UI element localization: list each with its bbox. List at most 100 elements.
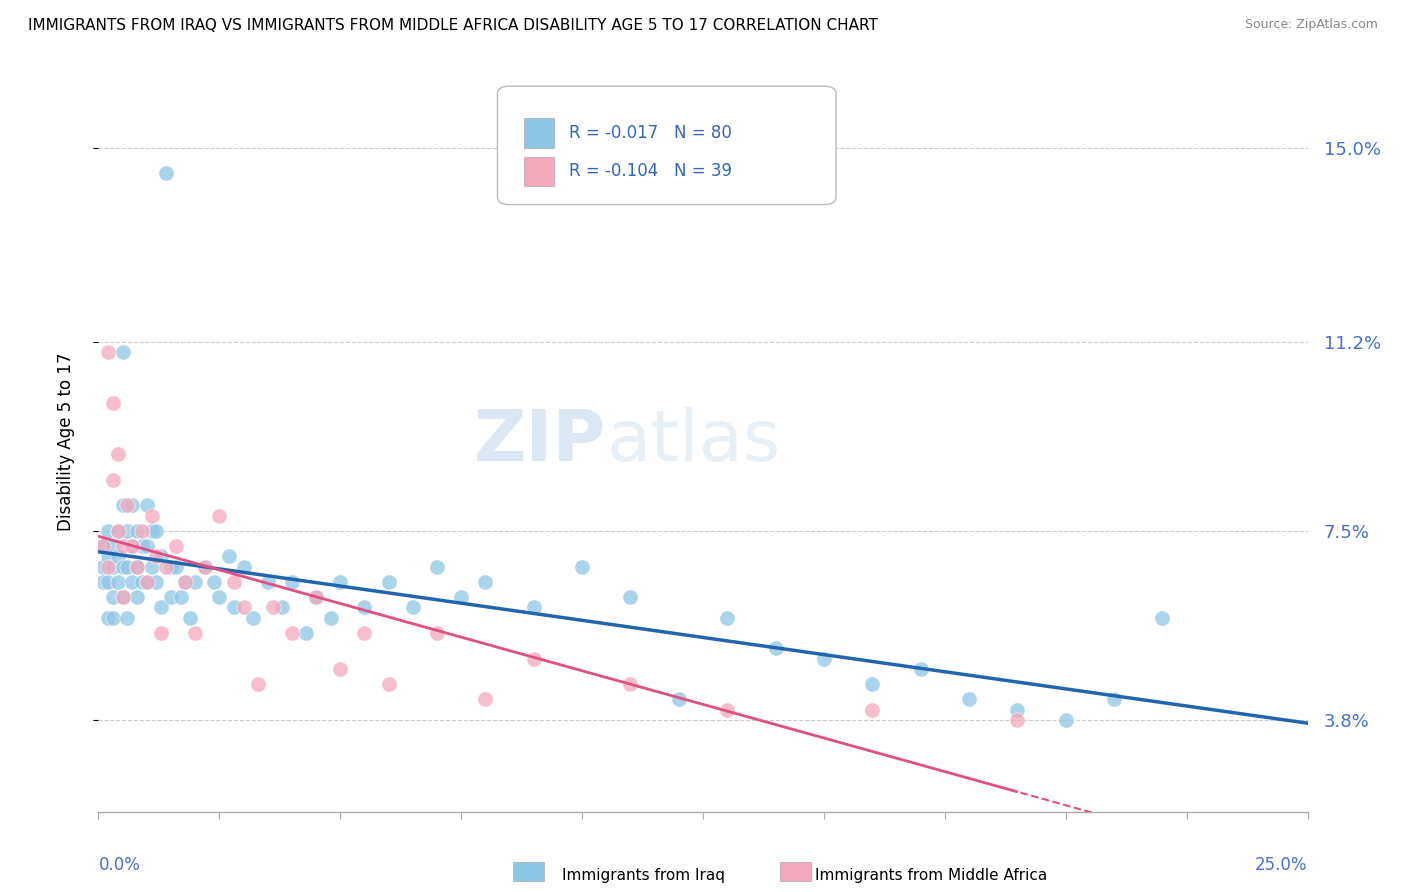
Point xyxy=(169,591,191,605)
Point xyxy=(208,508,231,523)
Text: ZIP: ZIP xyxy=(474,407,606,476)
Point xyxy=(232,600,254,615)
Point xyxy=(141,508,163,523)
Point xyxy=(150,549,173,564)
Point xyxy=(957,692,980,706)
Point xyxy=(91,574,114,589)
Point xyxy=(127,559,149,574)
Point xyxy=(155,166,177,180)
Point xyxy=(256,574,278,589)
Point xyxy=(208,591,231,605)
Point xyxy=(523,651,546,665)
Text: Immigrants from Middle Africa: Immigrants from Middle Africa xyxy=(815,868,1047,883)
Point xyxy=(619,591,641,605)
Point xyxy=(155,559,177,574)
Point xyxy=(1054,713,1077,727)
Point xyxy=(107,524,129,538)
Point xyxy=(619,677,641,691)
Text: atlas: atlas xyxy=(606,407,780,476)
Text: 25.0%: 25.0% xyxy=(1256,856,1308,874)
Point xyxy=(107,447,129,461)
Point xyxy=(145,549,167,564)
Bar xyxy=(524,118,554,148)
Point xyxy=(97,345,120,359)
Point xyxy=(135,539,157,553)
Point xyxy=(860,703,883,717)
Point xyxy=(571,559,593,574)
Point xyxy=(377,677,399,691)
Point xyxy=(402,600,425,615)
Point xyxy=(135,574,157,589)
Point xyxy=(450,591,472,605)
Point xyxy=(121,539,143,553)
Point xyxy=(1007,713,1029,727)
Point xyxy=(160,591,183,605)
Point xyxy=(222,600,245,615)
Point xyxy=(1102,692,1125,706)
Point xyxy=(135,574,157,589)
Point xyxy=(232,559,254,574)
Point xyxy=(127,591,149,605)
Point xyxy=(165,539,187,553)
Point xyxy=(1007,703,1029,717)
Text: R = -0.017   N = 80: R = -0.017 N = 80 xyxy=(569,124,731,142)
FancyBboxPatch shape xyxy=(498,87,837,204)
Point xyxy=(242,610,264,624)
Point xyxy=(179,610,201,624)
Point xyxy=(204,574,226,589)
Point xyxy=(262,600,284,615)
Point xyxy=(860,677,883,691)
Point xyxy=(765,641,787,656)
Point xyxy=(117,499,139,513)
Point xyxy=(1152,610,1174,624)
Point xyxy=(111,559,134,574)
Point xyxy=(716,703,738,717)
Point xyxy=(111,591,134,605)
Bar xyxy=(524,156,554,186)
Point xyxy=(474,692,496,706)
Point xyxy=(121,539,143,553)
Point xyxy=(117,559,139,574)
Point xyxy=(131,574,153,589)
Point xyxy=(141,524,163,538)
Point xyxy=(281,626,304,640)
Point xyxy=(127,559,149,574)
Point xyxy=(194,559,217,574)
Point xyxy=(329,662,352,676)
Point xyxy=(107,574,129,589)
Point xyxy=(426,626,449,640)
Point xyxy=(271,600,294,615)
Point xyxy=(111,591,134,605)
Point xyxy=(305,591,328,605)
Point xyxy=(910,662,932,676)
Text: Immigrants from Iraq: Immigrants from Iraq xyxy=(562,868,725,883)
Point xyxy=(474,574,496,589)
Point xyxy=(107,524,129,538)
Point xyxy=(523,600,546,615)
Point xyxy=(813,651,835,665)
Point xyxy=(101,610,124,624)
Point xyxy=(174,574,197,589)
Point xyxy=(97,559,120,574)
Point xyxy=(111,345,134,359)
Text: 0.0%: 0.0% xyxy=(98,856,141,874)
Point xyxy=(295,626,318,640)
Point xyxy=(426,559,449,574)
Text: Source: ZipAtlas.com: Source: ZipAtlas.com xyxy=(1244,18,1378,31)
Point xyxy=(131,539,153,553)
Point xyxy=(131,524,153,538)
Point xyxy=(353,626,375,640)
Point xyxy=(117,610,139,624)
Point xyxy=(101,559,124,574)
Point xyxy=(184,626,207,640)
Point xyxy=(305,591,328,605)
Point xyxy=(97,524,120,538)
Point xyxy=(91,539,114,553)
Point xyxy=(218,549,240,564)
Point xyxy=(111,499,134,513)
Point xyxy=(165,559,187,574)
Point xyxy=(101,473,124,487)
Point xyxy=(107,549,129,564)
Point xyxy=(150,626,173,640)
Point xyxy=(150,600,173,615)
